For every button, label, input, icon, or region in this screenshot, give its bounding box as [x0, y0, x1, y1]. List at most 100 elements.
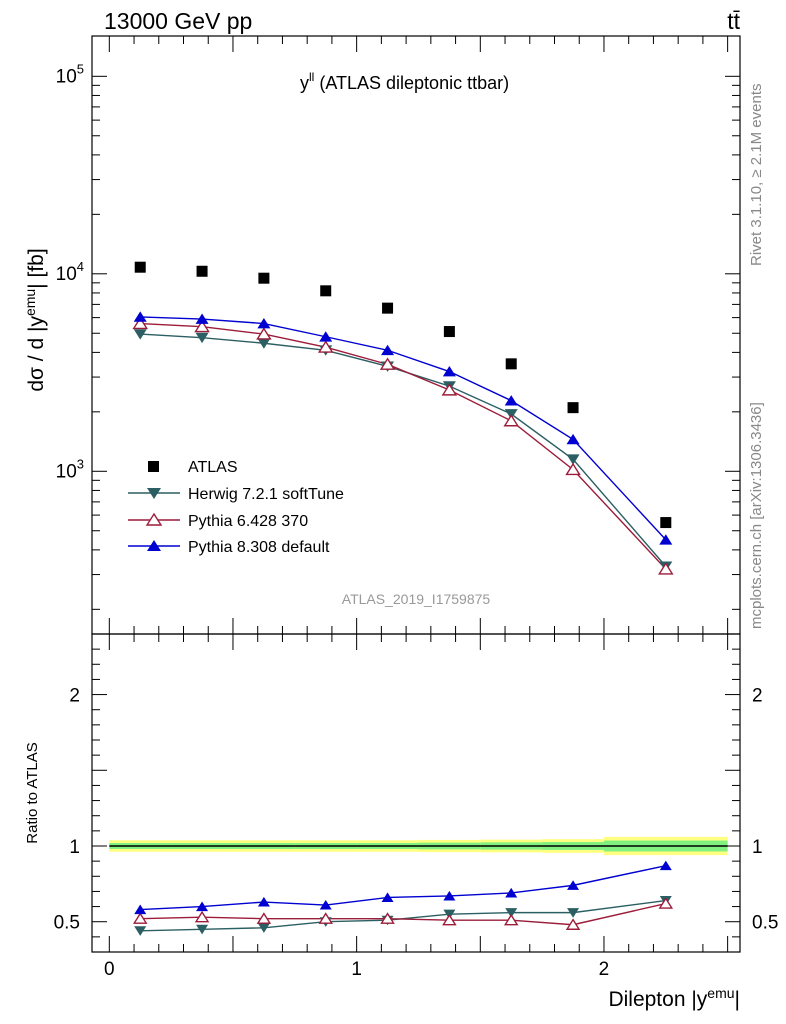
main-ylabel-part1: dσ / d |y	[25, 316, 48, 392]
herwig-marker	[133, 329, 147, 340]
pythia6-ratio-marker	[442, 913, 457, 926]
pythia8-ratio-marker	[567, 880, 580, 890]
ratio-panel-ticks: 0.5 0.5 1 1 2 2 0 1 2	[54, 633, 778, 980]
ratio-panel-series	[132, 860, 674, 936]
pythia8-ratio-marker	[319, 899, 332, 910]
pythia6-marker	[256, 327, 272, 340]
pythia8-marker	[319, 331, 333, 342]
atlas-data-point	[443, 326, 455, 338]
plot-title-sup: ll	[309, 70, 314, 84]
herwig-marker	[566, 454, 580, 465]
plot-title: yll (ATLAS dileptonic ttbar)	[300, 70, 509, 93]
pythia8-ratio-marker	[196, 901, 209, 912]
pythia6-marker	[565, 462, 581, 476]
xaxis-label-part3: |	[735, 988, 740, 1011]
pythia6-marker	[317, 340, 334, 353]
pythia6-marker	[132, 316, 148, 330]
herwig-ratio-marker	[567, 908, 580, 918]
herwig-marker	[257, 338, 271, 349]
mcplots-label: mcplots.cern.ch [arXiv:1306.3436]	[748, 402, 765, 629]
pythia6-marker	[379, 357, 396, 370]
main-ytick-label: 104	[56, 259, 84, 285]
pythia6-ratio-line	[140, 902, 666, 926]
legend-label-pythia8: Pythia 8.308 default	[188, 539, 330, 556]
analysis-id-label: ATLAS_2019_I1759875	[342, 591, 491, 607]
ratio-ytick-label-left: 1	[69, 837, 80, 858]
pythia8-marker	[257, 318, 271, 329]
plot-title-main: y	[300, 73, 309, 93]
ratio-ylabel: Ratio to ATLAS	[24, 742, 41, 843]
legend-label-pythia6: Pythia 6.428 370	[188, 513, 308, 530]
xaxis-label-part1: Dilepton |y	[608, 988, 707, 1011]
main-ytick-label-base: 10	[56, 461, 77, 482]
atlas-data-point	[258, 272, 270, 284]
ratio-xtick-label: 0	[104, 959, 115, 980]
main-series-line	[140, 322, 667, 570]
main-ytick-label-exp: 3	[77, 456, 84, 471]
ratio-xtick-label: 1	[351, 959, 362, 980]
legend-marker-herwig	[147, 488, 161, 499]
main-panel-series	[132, 261, 674, 575]
main-ylabel-sup: emu	[22, 289, 38, 316]
energy-label: 13000 GeV pp	[104, 8, 252, 34]
atlas-data-point	[567, 402, 579, 414]
pythia8-ratio-marker	[381, 892, 394, 902]
pythia6-ratio-marker	[380, 912, 395, 924]
xaxis-label: Dilepton |yemu|	[608, 985, 740, 1011]
main-ytick-label: 105	[56, 61, 84, 87]
xaxis-label-sup: emu	[707, 985, 734, 1001]
herwig-ratio-marker	[196, 924, 209, 935]
herwig-ratio-marker	[505, 908, 518, 918]
pythia8-marker	[442, 366, 456, 377]
pythia6-ratio-marker	[256, 912, 272, 924]
pythia8-ratio-line	[140, 865, 666, 911]
pythia6-ratio-marker	[318, 912, 333, 924]
pythia8-ratio-marker	[505, 887, 518, 898]
atlas-data-point	[382, 302, 394, 314]
pythia8-marker	[566, 433, 580, 445]
atlas-data-point	[320, 285, 332, 297]
pythia8-ratio-marker	[134, 904, 147, 915]
legend-marker-pythia8	[147, 540, 161, 551]
pythia6-marker	[658, 562, 674, 575]
pythia8-marker	[195, 313, 209, 324]
main-ytick-label-exp: 4	[77, 259, 84, 274]
ratio-xtick-label: 2	[599, 959, 610, 980]
pythia8-marker	[504, 395, 518, 406]
ratio-ytick-label-right: 2	[752, 686, 763, 707]
legend-label-herwig: Herwig 7.2.1 softTune	[188, 486, 344, 503]
pythia8-marker	[381, 344, 395, 356]
ratio-ytick-label-right: 1	[752, 837, 763, 858]
pythia6-marker	[441, 383, 458, 396]
legend-label-atlas: ATLAS	[188, 459, 238, 476]
pythia8-marker	[133, 311, 147, 322]
ratio-ytick-label-left: 2	[69, 686, 80, 707]
pythia6-ratio-marker	[565, 918, 581, 930]
process-label: tt̄	[727, 8, 740, 34]
pythia6-ratio-marker	[194, 910, 210, 923]
main-ylabel-part3: | [fb]	[25, 248, 48, 288]
main-ylabel: dσ / d |yemu| [fb]	[22, 248, 48, 391]
atlas-data-point	[134, 261, 146, 273]
pythia6-marker	[503, 414, 519, 427]
atlas-data-point	[660, 517, 672, 529]
ratio-panel-frame	[91, 633, 741, 953]
main-ytick-label-exp: 5	[77, 61, 84, 76]
main-ytick-label: 103	[56, 456, 84, 482]
pythia6-marker	[194, 319, 210, 333]
pythia8-ratio-marker	[257, 896, 270, 907]
legend-marker-atlas	[148, 461, 159, 472]
legend: ATLAS Herwig 7.2.1 softTune Pythia 6.428…	[128, 459, 344, 556]
rivet-label: Rivet 3.1.10, ≥ 2.1M events	[748, 84, 765, 267]
plot-title-rest: (ATLAS dileptonic ttbar)	[319, 73, 509, 93]
herwig-marker	[195, 332, 209, 344]
ratio-uncertainty-bands	[109, 836, 728, 856]
pythia6-ratio-marker	[132, 912, 148, 924]
pythia8-ratio-marker	[443, 890, 456, 901]
main-series-line	[140, 316, 667, 541]
main-ytick-label-base: 10	[56, 264, 77, 285]
pythia6-ratio-marker	[503, 913, 519, 926]
atlas-data-point	[505, 358, 517, 370]
